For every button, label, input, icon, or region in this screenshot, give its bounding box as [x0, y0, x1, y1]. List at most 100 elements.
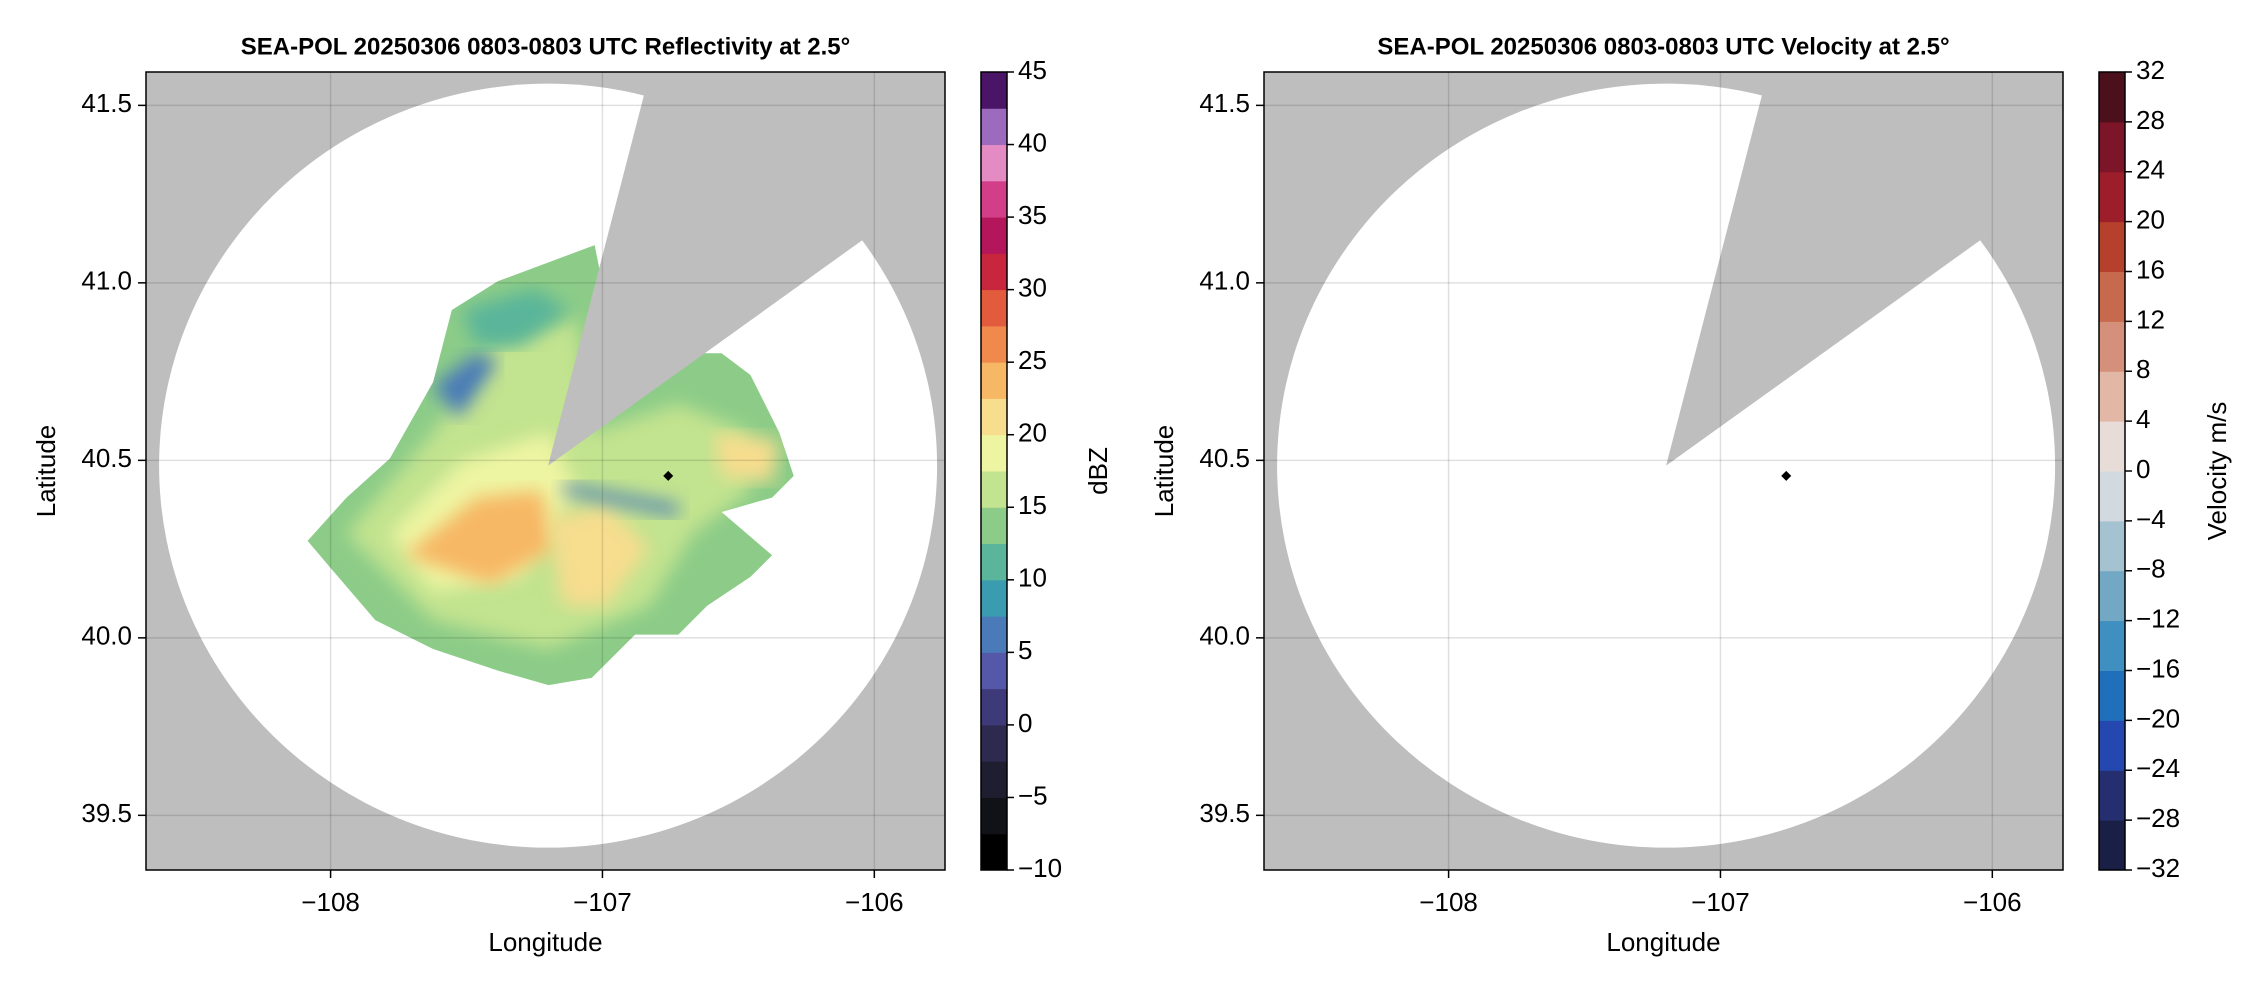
colorbar-label: Velocity m/s	[2202, 402, 2232, 541]
colorbar-band	[981, 507, 1007, 545]
echo-patch	[461, 288, 571, 347]
colorbar-tick-label: 30	[1018, 273, 1047, 303]
colorbar-band	[981, 180, 1007, 218]
colorbar-tick-label: 32	[2136, 55, 2165, 85]
colorbar-tick-label: 4	[2136, 404, 2150, 434]
x-tick-label: −106	[845, 887, 904, 917]
colorbar-band	[981, 398, 1007, 436]
colorbar-label: dBZ	[1083, 447, 1113, 495]
colorbar-band	[981, 652, 1007, 690]
echo-patch	[562, 483, 679, 517]
colorbar-tick-label: 0	[1018, 708, 1032, 738]
colorbar-tick-label: −10	[1018, 853, 1062, 883]
colorbar-tick-label: −5	[1018, 780, 1048, 810]
y-tick-label: 40.5	[81, 443, 132, 473]
colorbar-tick-label: 28	[2136, 105, 2165, 135]
y-tick-label: 40.0	[1199, 621, 1250, 651]
colorbar-tick-label: 5	[1018, 635, 1032, 665]
y-tick-label: 41.5	[1199, 88, 1250, 118]
colorbar-band	[981, 72, 1007, 109]
colorbar-band	[981, 833, 1007, 871]
colorbar-band	[981, 144, 1007, 182]
colorbar-band	[981, 797, 1007, 835]
colorbar-tick-label: 40	[1018, 127, 1047, 157]
colorbar-tick-label: −12	[2136, 604, 2180, 634]
colorbar-tick-label: 35	[1018, 200, 1047, 230]
radar-site-marker	[1781, 470, 1792, 481]
colorbar-band	[2099, 72, 2125, 123]
colorbar-band	[2099, 421, 2125, 472]
x-tick-label: −108	[1419, 887, 1478, 917]
x-axis-label: Longitude	[488, 927, 602, 957]
colorbar-tick-label: −20	[2136, 703, 2180, 733]
colorbar-tick-label: 0	[2136, 454, 2150, 484]
colorbar-band	[2099, 471, 2125, 522]
echo-patch	[404, 490, 556, 585]
colorbar-band	[981, 543, 1007, 581]
colorbar-band	[981, 579, 1007, 617]
colorbar-band	[981, 253, 1007, 291]
colorbar-band	[2099, 770, 2125, 821]
x-tick-label: −106	[1963, 887, 2022, 917]
chart-title: SEA-POL 20250306 0803-0803 UTC Reflectiv…	[241, 33, 850, 60]
colorbar-tick-label: −4	[2136, 504, 2166, 534]
plot-area	[146, 72, 945, 870]
colorbar-band	[2099, 321, 2125, 372]
y-axis-label: Latitude	[1149, 425, 1179, 518]
colorbar-band	[981, 724, 1007, 762]
echo-patch	[714, 432, 780, 484]
echo-patch	[548, 504, 650, 606]
colorbar-band	[981, 616, 1007, 653]
colorbar-band	[2099, 171, 2125, 223]
colorbar-tick-label: −8	[2136, 554, 2166, 584]
colorbar-tick-label: 10	[1018, 563, 1047, 593]
colorbar-tick-label: −32	[2136, 853, 2180, 883]
echo-patch	[433, 353, 498, 419]
colorbar-band	[981, 471, 1007, 508]
chart-title: SEA-POL 20250306 0803-0803 UTC Velocity …	[1377, 33, 1949, 60]
x-axis-label: Longitude	[1606, 927, 1720, 957]
colorbar-frame	[980, 71, 1008, 871]
colorbar-band	[981, 362, 1007, 399]
colorbar-band	[2099, 371, 2125, 422]
colorbar-tick-label: 45	[1018, 55, 1047, 85]
y-tick-label: 39.5	[1199, 798, 1250, 828]
y-tick-label: 41.0	[1199, 266, 1250, 296]
colorbar-tick-label: 15	[1018, 490, 1047, 520]
colorbar-tick-label: 24	[2136, 155, 2165, 185]
colorbar-band	[2099, 570, 2125, 622]
colorbar-tick-label: −16	[2136, 653, 2180, 683]
colorbar-band	[2099, 121, 2125, 173]
colorbar-tick-label: 20	[2136, 205, 2165, 235]
colorbar-tick-label: 25	[1018, 345, 1047, 375]
blocked-sector	[1666, 72, 2063, 466]
colorbar-tick-label: −24	[2136, 753, 2180, 783]
colorbar-tick-label: 8	[2136, 354, 2150, 384]
colorbar-band	[981, 761, 1007, 798]
axes-frame	[145, 71, 946, 871]
colorbar-band	[981, 325, 1007, 363]
colorbar-band	[2099, 520, 2125, 572]
y-axis-label: Latitude	[31, 425, 61, 518]
colorbar-tick-label: 20	[1018, 418, 1047, 448]
axes-frame	[1263, 71, 2064, 871]
colorbar-band	[2099, 720, 2125, 771]
blocked-sector	[548, 72, 945, 466]
colorbar-tick-label: 16	[2136, 254, 2165, 284]
colorbar-band	[2099, 820, 2125, 871]
y-tick-label: 39.5	[81, 798, 132, 828]
x-tick-label: −108	[301, 887, 360, 917]
colorbar-band	[981, 108, 1007, 146]
y-tick-label: 40.0	[81, 621, 132, 651]
colorbar-band	[981, 434, 1007, 472]
radar-site-marker	[663, 470, 674, 481]
plot-area	[1264, 72, 2063, 870]
colorbar-tick-label: −28	[2136, 803, 2180, 833]
colorbar-tick-label: 12	[2136, 304, 2165, 334]
colorbar-band	[2099, 620, 2125, 671]
colorbar-band	[2099, 221, 2125, 272]
y-tick-label: 40.5	[1199, 443, 1250, 473]
colorbar-band	[981, 217, 1007, 254]
colorbar-band	[2099, 670, 2125, 721]
